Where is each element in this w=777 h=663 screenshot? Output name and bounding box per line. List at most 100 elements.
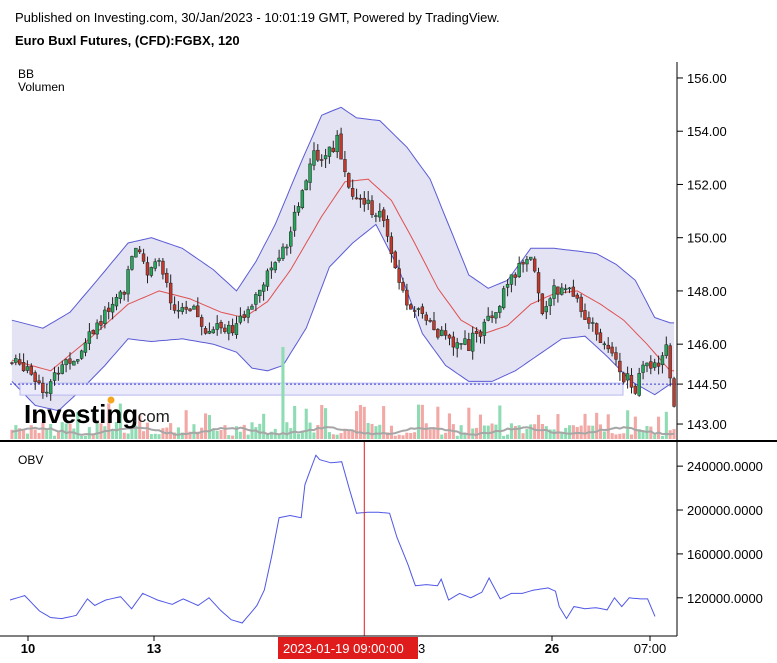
candle-body — [548, 298, 552, 307]
y-tick-label: 143.00 — [687, 417, 727, 432]
candle-body — [68, 358, 72, 364]
volume-bar — [207, 415, 211, 439]
candle-body — [412, 310, 417, 312]
candle-body — [41, 382, 45, 394]
candle-body — [246, 309, 250, 318]
volume-bar — [533, 424, 537, 439]
volume-bar — [506, 434, 510, 439]
volume-bar — [258, 423, 262, 439]
volume-bar — [25, 433, 29, 439]
volume-bar — [571, 425, 575, 439]
volume-bar — [200, 427, 204, 439]
volume-bar — [428, 429, 432, 439]
volume-bar — [29, 425, 33, 439]
volume-bar — [486, 425, 490, 439]
volume-bar — [265, 434, 269, 439]
candle-body — [103, 309, 107, 324]
legend-obv: OBV — [18, 453, 43, 467]
candle-body — [269, 267, 274, 271]
candle-body — [292, 211, 297, 231]
x-tick-label: 10 — [21, 641, 35, 656]
volume-bar — [18, 428, 22, 439]
candle-body — [316, 149, 320, 161]
candle-body — [420, 306, 425, 314]
volume-bar — [223, 425, 227, 439]
candle-body — [622, 372, 626, 383]
crosshair-time-box — [278, 637, 418, 659]
volume-bar — [420, 404, 424, 439]
volume-bar — [188, 431, 192, 439]
candle-body — [614, 352, 618, 360]
volume-bar — [184, 410, 188, 439]
investing-logo: Investing .com — [24, 396, 170, 429]
volume-bar — [130, 429, 134, 439]
candle-body — [327, 146, 332, 157]
volume-bar — [204, 413, 208, 439]
candle-body — [610, 346, 614, 354]
candle-body — [323, 155, 328, 160]
candle-body — [467, 339, 471, 351]
candle-body — [591, 322, 595, 324]
volume-bar — [475, 427, 479, 439]
volume-bar — [134, 425, 138, 439]
volume-bar — [335, 434, 339, 439]
candle-body — [649, 361, 653, 369]
volume-bar — [413, 432, 417, 439]
candle-body — [319, 159, 324, 161]
volume-bar — [629, 434, 633, 439]
volume-bar — [447, 413, 451, 439]
candle-body — [432, 320, 436, 330]
candle-body — [521, 261, 525, 265]
candle-body — [64, 359, 68, 366]
candle-body — [219, 322, 223, 329]
volume-bar — [103, 426, 107, 439]
candle-body — [261, 284, 266, 292]
volume-bar — [637, 429, 641, 439]
volume-bar — [602, 431, 606, 439]
candle-body — [265, 270, 270, 287]
candle-body — [331, 147, 335, 152]
volume-bar — [56, 432, 60, 439]
candle-body — [21, 362, 26, 372]
candle-body — [107, 307, 111, 312]
volume-bar — [641, 431, 645, 439]
volume-bar — [525, 429, 529, 439]
candle-body — [409, 304, 413, 310]
candle-body — [238, 315, 243, 323]
candle-body — [145, 262, 150, 276]
candle-body — [304, 180, 308, 191]
volume-bar — [219, 430, 223, 439]
volume-bar — [358, 405, 362, 439]
candle-body — [389, 236, 394, 255]
symbol-title: Euro Buxl Futures, (CFD):FGBX, 120 — [15, 33, 240, 48]
candle-body — [176, 309, 181, 312]
candle-body — [250, 305, 254, 310]
volume-bar — [316, 425, 320, 439]
candle-body — [227, 324, 231, 334]
candle-body — [494, 312, 498, 319]
candle-body — [385, 219, 390, 237]
volume-bar — [269, 431, 273, 439]
obv-y-tick-label: 200000.0000 — [687, 503, 763, 518]
volume-bar — [312, 432, 316, 439]
candle-body — [37, 380, 41, 384]
candle-body — [401, 282, 405, 291]
bb-fill — [11, 107, 675, 411]
candle-body — [180, 307, 184, 312]
volume-bar — [537, 414, 541, 439]
volume-bar — [351, 430, 355, 439]
volume-bar — [463, 432, 467, 439]
candle-body — [513, 274, 517, 278]
volume-bar — [498, 405, 502, 439]
y-tick-label: 146.00 — [687, 337, 727, 352]
bb-basis-line — [11, 178, 675, 372]
volume-bar — [347, 430, 351, 439]
candle-body — [91, 329, 95, 335]
volume-bar — [517, 425, 521, 439]
volume-bar — [568, 425, 572, 439]
candle-body — [672, 378, 676, 407]
volume-bar — [324, 408, 328, 439]
candle-body — [501, 288, 506, 309]
candle-body — [598, 332, 603, 343]
